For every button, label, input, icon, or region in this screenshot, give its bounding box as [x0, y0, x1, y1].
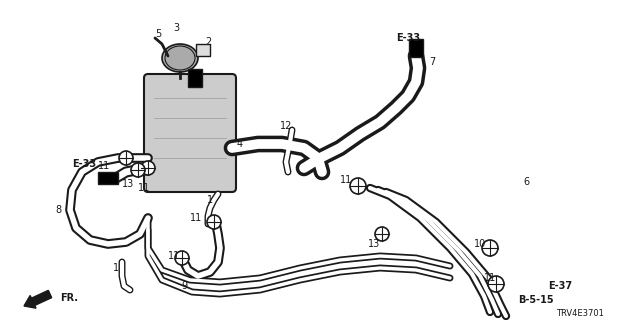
Circle shape [207, 215, 221, 229]
Bar [98, 172, 118, 184]
Circle shape [488, 276, 504, 292]
Text: 11: 11 [340, 175, 352, 185]
Text: FR.: FR. [60, 293, 78, 303]
Circle shape [141, 161, 155, 175]
Text: TRV4E3701: TRV4E3701 [556, 309, 604, 318]
Circle shape [131, 163, 145, 177]
Text: 7: 7 [429, 57, 435, 67]
Circle shape [350, 178, 366, 194]
Text: 11: 11 [98, 161, 110, 171]
Bar [409, 39, 423, 57]
Text: 1: 1 [207, 195, 213, 205]
Text: 9: 9 [181, 281, 187, 291]
Text: 4: 4 [237, 139, 243, 149]
Text: 11: 11 [168, 251, 180, 261]
Circle shape [175, 251, 189, 265]
Text: 8: 8 [55, 205, 61, 215]
Bar [196, 44, 210, 56]
Text: 13: 13 [122, 179, 134, 189]
Text: 11: 11 [138, 183, 150, 193]
Ellipse shape [162, 44, 198, 72]
Text: 10: 10 [474, 239, 486, 249]
Text: E-33: E-33 [72, 159, 96, 169]
Text: 13: 13 [368, 239, 380, 249]
Circle shape [375, 227, 389, 241]
Text: 12: 12 [280, 121, 292, 131]
Text: 11: 11 [484, 273, 496, 283]
Bar [188, 69, 202, 87]
Text: 2: 2 [205, 37, 211, 47]
Text: E-33: E-33 [396, 33, 420, 43]
Text: 3: 3 [173, 23, 179, 33]
Circle shape [482, 240, 498, 256]
FancyBboxPatch shape [144, 74, 236, 192]
Circle shape [119, 151, 133, 165]
Text: 11: 11 [190, 213, 202, 223]
Text: 6: 6 [523, 177, 529, 187]
FancyArrow shape [24, 290, 52, 308]
Text: 1: 1 [113, 263, 119, 273]
Text: 5: 5 [155, 29, 161, 39]
Text: B-5-15: B-5-15 [518, 295, 554, 305]
Text: E-37: E-37 [548, 281, 572, 291]
